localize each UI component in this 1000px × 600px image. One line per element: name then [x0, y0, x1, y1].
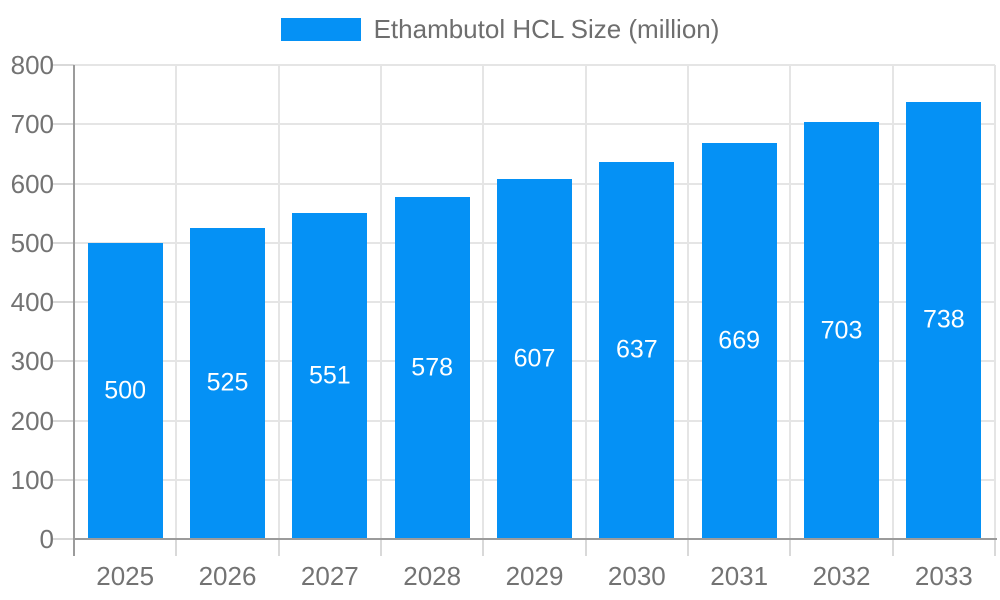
bar-2030[interactable]: 637: [599, 161, 675, 539]
gridline-vertical: [482, 65, 485, 539]
x-axis-tick: [994, 539, 996, 556]
gridline-vertical: [994, 65, 996, 539]
bar-value-label: 607: [513, 344, 556, 373]
y-axis-tick: [53, 538, 74, 540]
x-axis-tick: [482, 539, 485, 556]
legend-color-swatch: [280, 17, 361, 41]
gridline-vertical: [380, 65, 382, 539]
y-axis-tick-label: 500: [10, 227, 54, 258]
y-axis-tick-label: 600: [10, 168, 54, 199]
y-axis-line: [73, 65, 75, 556]
y-axis-tick: [53, 478, 74, 481]
gridline-horizontal: [74, 64, 995, 66]
gridline-vertical: [277, 65, 280, 539]
gridline-vertical: [891, 65, 894, 539]
x-axis-tick-label: 2027: [300, 561, 359, 591]
bar-value-label: 578: [411, 353, 454, 382]
y-axis-tick: [53, 360, 74, 363]
x-axis-tick: [789, 539, 792, 556]
y-axis-tick-label: 800: [10, 50, 54, 80]
x-axis-tick: [687, 539, 689, 556]
x-axis-tick: [175, 539, 178, 556]
y-axis-tick: [53, 419, 74, 422]
legend-item[interactable]: Ethambutol HCL Size (million): [0, 14, 1000, 44]
y-axis-tick: [53, 123, 74, 126]
y-axis-tick-label: 300: [10, 346, 54, 377]
x-axis-labels: 2025 2026 2027 2028 2029 2030 2031 2032 2033: [74, 560, 995, 592]
x-axis-line: [73, 538, 997, 540]
x-axis-tick: [584, 539, 587, 556]
gridline-vertical: [175, 65, 178, 539]
bar-2026[interactable]: 525: [190, 227, 265, 539]
bar-value-label: 500: [104, 376, 147, 405]
x-axis-tick-label: 2029: [505, 561, 564, 591]
y-axis-tick: [53, 301, 74, 303]
bar-2031[interactable]: 669: [701, 142, 777, 539]
x-axis-tick-label: 2028: [403, 561, 462, 591]
bar-2032[interactable]: 703: [804, 122, 879, 539]
gridline-horizontal: [74, 123, 995, 126]
y-axis-tick: [53, 182, 74, 185]
bar-value-label: 551: [308, 361, 351, 390]
bar-2027[interactable]: 551: [292, 212, 368, 539]
x-axis-tick-label: 2025: [96, 561, 155, 591]
gridline-vertical: [789, 65, 792, 539]
plot-area: 500 525 551 578 607 637 669 703 738: [53, 64, 997, 556]
x-axis-tick: [277, 539, 280, 556]
y-axis-tick-label: 400: [10, 287, 54, 317]
gridline-vertical: [687, 65, 689, 539]
x-axis-tick-label: 2030: [607, 561, 666, 591]
bar-value-label: 525: [206, 368, 249, 397]
bar-2029[interactable]: 607: [497, 179, 572, 539]
legend-label: Ethambutol HCL Size (million): [373, 14, 720, 44]
bar-2028[interactable]: 578: [394, 196, 470, 539]
x-axis-tick-label: 2033: [914, 561, 973, 591]
x-axis-tick-label: 2032: [812, 561, 871, 591]
bar-value-label: 669: [718, 326, 761, 355]
y-axis-tick-label: 0: [39, 524, 54, 554]
x-axis-tick-label: 2026: [198, 561, 257, 591]
gridline-vertical: [584, 65, 587, 539]
x-axis-tick: [891, 539, 894, 556]
x-axis-tick: [380, 539, 382, 556]
x-axis-tick-label: 2031: [710, 561, 769, 591]
bar-value-label: 738: [922, 305, 965, 334]
y-axis-tick-label: 100: [10, 464, 54, 495]
bar-2033[interactable]: 738: [906, 101, 982, 539]
y-axis-tick: [53, 241, 74, 244]
bar-value-label: 703: [820, 316, 863, 345]
y-axis-tick-label: 200: [10, 405, 54, 436]
bar-value-label: 637: [615, 335, 658, 364]
y-axis-labels: 0 100 200 300 400 500 600 700 800: [0, 50, 54, 554]
bar-2025[interactable]: 500: [87, 242, 163, 539]
y-axis-tick: [53, 64, 74, 66]
y-axis-tick-label: 700: [10, 109, 54, 140]
